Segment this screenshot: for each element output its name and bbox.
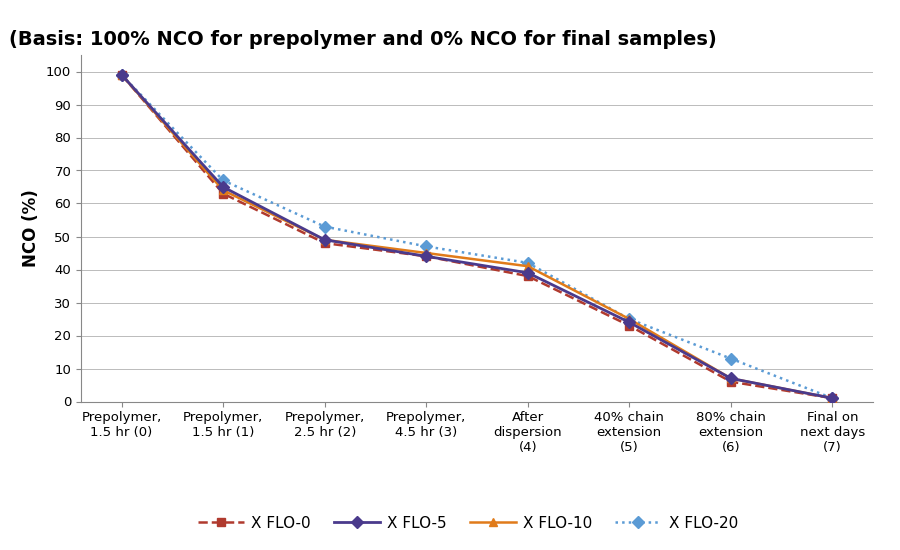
X FLO-0 [421, 253, 432, 260]
X FLO-10 [725, 375, 736, 382]
X FLO-10 [827, 395, 838, 402]
Line: X FLO-5: X FLO-5 [117, 70, 837, 403]
X FLO-10 [116, 72, 127, 78]
X FLO-5 [725, 375, 736, 382]
Line: X FLO-20: X FLO-20 [117, 70, 837, 403]
X FLO-5 [320, 236, 330, 243]
Line: X FLO-10: X FLO-10 [117, 70, 837, 403]
X FLO-20 [218, 177, 229, 184]
X FLO-0 [218, 190, 229, 197]
X FLO-5 [522, 270, 533, 276]
X FLO-10 [320, 236, 330, 243]
X FLO-20 [522, 260, 533, 266]
X FLO-20 [624, 316, 634, 322]
X FLO-5 [116, 72, 127, 78]
X FLO-10 [624, 316, 634, 322]
Text: (Basis: 100% NCO for prepolymer and 0% NCO for final samples): (Basis: 100% NCO for prepolymer and 0% N… [9, 30, 716, 50]
X FLO-5 [827, 395, 838, 402]
X FLO-20 [725, 355, 736, 362]
X FLO-20 [827, 395, 838, 402]
X FLO-0 [725, 378, 736, 385]
X FLO-10 [218, 187, 229, 194]
Y-axis label: NCO (%): NCO (%) [22, 189, 40, 267]
X FLO-10 [522, 263, 533, 270]
X FLO-0 [522, 273, 533, 279]
X FLO-10 [421, 250, 432, 256]
X FLO-20 [421, 243, 432, 250]
X FLO-20 [320, 223, 330, 230]
Legend: X FLO-0, X FLO-5, X FLO-10, X FLO-20: X FLO-0, X FLO-5, X FLO-10, X FLO-20 [192, 510, 744, 537]
X FLO-0 [624, 322, 634, 329]
X FLO-0 [827, 395, 838, 402]
X FLO-0 [116, 72, 127, 78]
Line: X FLO-0: X FLO-0 [117, 70, 837, 403]
X FLO-5 [218, 184, 229, 190]
X FLO-5 [421, 253, 432, 260]
X FLO-5 [624, 319, 634, 326]
X FLO-0 [320, 240, 330, 246]
X FLO-20 [116, 72, 127, 78]
